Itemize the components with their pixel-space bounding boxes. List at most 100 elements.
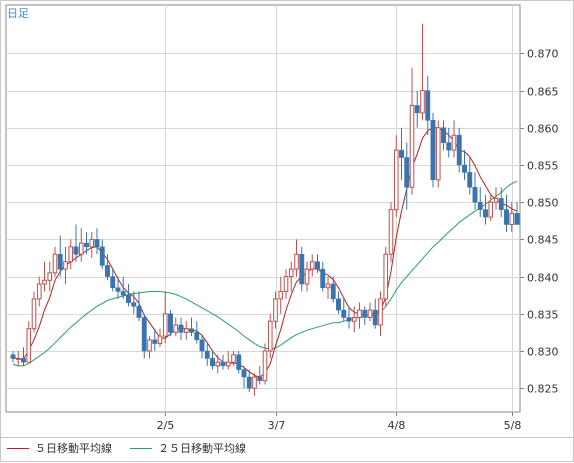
candle-body-down	[425, 90, 431, 121]
candle-body-down	[246, 376, 252, 389]
candle-body-up	[31, 298, 37, 330]
candle-body-up	[252, 376, 257, 389]
candle-body-down	[210, 358, 215, 367]
x-tick-label: 2/5	[157, 419, 175, 432]
candle-body-up	[420, 90, 425, 114]
candle-body-up	[388, 209, 394, 255]
candle-body-up	[26, 328, 32, 363]
candle-body-down	[204, 350, 210, 359]
candle-body-up	[351, 317, 357, 322]
candle-body-down	[372, 309, 378, 326]
candle-body-down	[21, 358, 26, 363]
candle-body-down	[10, 354, 16, 359]
candle-body-down	[194, 332, 200, 341]
candle-body-down	[414, 105, 420, 114]
candle-body-up	[409, 104, 415, 188]
candle-body-down	[320, 268, 326, 288]
candle-body-down	[299, 254, 305, 285]
candle-body-up	[393, 149, 399, 211]
candle-body-down	[362, 309, 368, 318]
candle-body-up	[451, 134, 457, 151]
candle-body-up	[162, 313, 168, 337]
y-tick-label: 0.835	[527, 309, 559, 322]
candle-body-up	[36, 283, 42, 300]
candle-body-up	[273, 298, 278, 322]
y-tick-label: 0.865	[527, 86, 559, 99]
candle-body-down	[330, 283, 336, 300]
candle-body-down	[336, 298, 341, 311]
x-tick-label: 3/7	[268, 419, 286, 432]
x-tick-label: 4/8	[388, 419, 406, 432]
plot-frame	[5, 4, 521, 413]
legend: ５日移動平均線 ２５日移動平均線	[7, 439, 264, 457]
candle-body-down	[399, 149, 404, 158]
legend-item-ma25: ２５日移動平均線	[130, 440, 246, 456]
candle-body-down	[462, 164, 467, 173]
candle-body-down	[110, 276, 116, 288]
candle-body-up	[262, 350, 268, 382]
candle-body-up	[435, 127, 441, 181]
candle-body-up	[15, 357, 21, 360]
y-tick-label: 0.850	[527, 197, 559, 210]
candle-body-down	[241, 369, 247, 378]
candle-body-down	[94, 239, 100, 248]
candle-body-up	[357, 309, 362, 319]
candle-body-down	[236, 354, 242, 370]
legend-item-ma5: ５日移動平均線	[7, 440, 112, 456]
candle-body-down	[131, 302, 137, 307]
candle-body-up	[309, 261, 315, 270]
legend-label-ma25: ２５日移動平均線	[158, 442, 246, 455]
y-tick-label: 0.860	[527, 123, 559, 136]
candle-body-up	[78, 242, 84, 255]
candle-body-up	[173, 324, 179, 333]
y-tick-label: 0.855	[527, 160, 559, 173]
candle-body-up	[267, 320, 273, 352]
candle-body-down	[430, 120, 436, 181]
candle-body-down	[189, 328, 194, 333]
candle-body-down	[141, 317, 147, 352]
candle-body-down	[498, 198, 504, 210]
candle-body-down	[346, 317, 352, 322]
candle-body-down	[477, 201, 483, 210]
candle-body-up	[325, 283, 331, 289]
candle-body-up	[294, 253, 299, 270]
candle-body-down	[73, 246, 79, 255]
candle-body-up	[278, 290, 284, 300]
candle-body-down	[504, 209, 509, 225]
candle-body-down	[483, 209, 488, 218]
candle-body-up	[509, 212, 515, 225]
candle-body-down	[441, 127, 446, 143]
candle-body-down	[514, 213, 520, 225]
candle-body-down	[115, 287, 121, 292]
candle-body-up	[304, 268, 310, 285]
candle-body-up	[157, 335, 163, 345]
candle-body-down	[315, 261, 320, 270]
candle-body-down	[120, 291, 126, 296]
y-tick-label: 0.825	[527, 383, 559, 396]
candle-body-up	[493, 197, 499, 203]
candle-body-up	[183, 328, 189, 333]
y-tick-label: 0.830	[527, 346, 559, 359]
candle-body-down	[404, 157, 410, 188]
candle-body-down	[57, 254, 63, 270]
candle-body-up	[42, 279, 47, 285]
candle-body-down	[456, 134, 462, 166]
candle-body-up	[215, 361, 221, 367]
candle-body-down	[168, 313, 173, 333]
candle-body-up	[52, 253, 58, 274]
candle-body-down	[178, 324, 184, 333]
candle-body-down	[126, 294, 131, 303]
candle-body-up	[383, 253, 389, 300]
candle-body-down	[257, 376, 263, 381]
candle-body-up	[47, 272, 53, 281]
candle-body-down	[472, 187, 478, 203]
x-tick-label: 5/8	[504, 419, 522, 432]
candle-body-down	[99, 246, 105, 266]
period-label: 日足	[7, 7, 29, 20]
candle-body-down	[105, 265, 110, 277]
legend-swatch-ma5	[7, 447, 29, 449]
candle-body-down	[84, 242, 89, 248]
candle-body-down	[341, 309, 347, 318]
legend-swatch-ma25	[130, 447, 152, 449]
